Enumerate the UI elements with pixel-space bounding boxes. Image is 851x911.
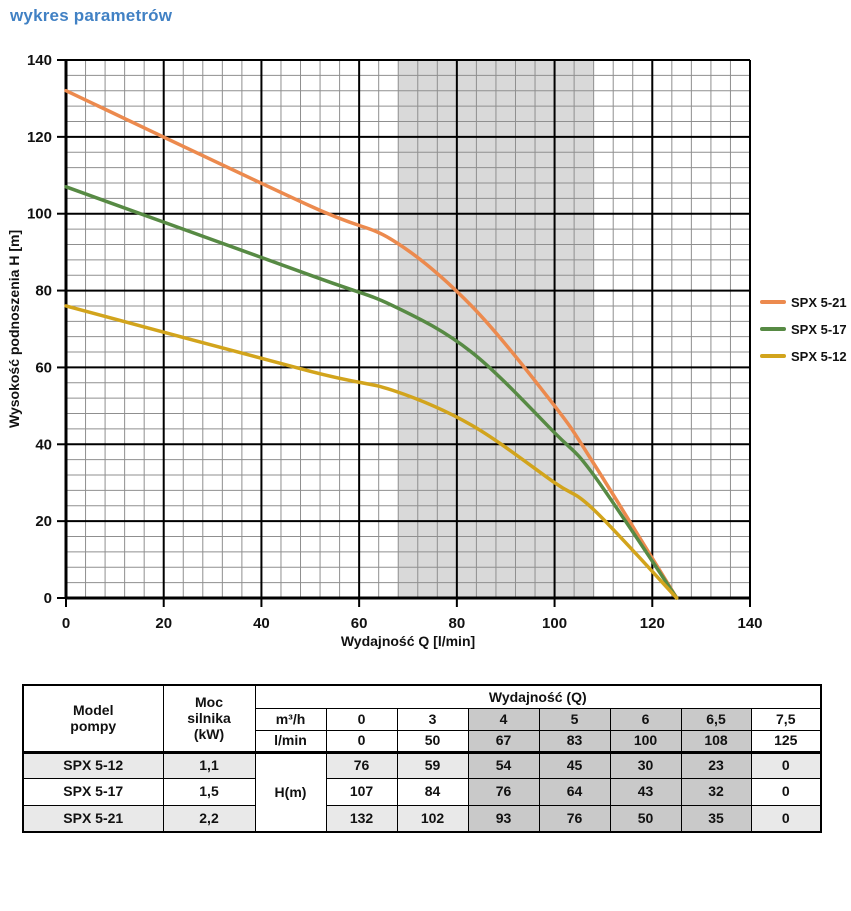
x-axis-label: Wydajność Q [l/min] [340,633,476,649]
h-value-cell: 93 [467,804,540,833]
h-value-cell: 23 [680,750,752,779]
h-value-cell: 132 [325,804,398,833]
svg-text:40: 40 [253,615,270,632]
pump-curves-chart: 0 20 40 60 80 100 120 140 0 20 40 60 80 100 120 140 [27,52,763,632]
h-value-cell: 59 [396,750,469,779]
legend-line-swatch-green [760,327,786,331]
lmin-value-cell: 100 [609,729,682,753]
svg-text:120: 120 [27,129,52,146]
page-title: wykres parametrów [10,6,173,25]
legend-label: SPX 5-12 [791,348,847,364]
col-header-power: Moc silnika (kW) [162,684,256,753]
h-value-cell: 76 [467,777,540,806]
unit-label-lmin: l/min [254,729,327,753]
h-value-cell: 76 [538,804,611,833]
svg-text:0: 0 [62,615,70,632]
model-cell: SPX 5-17 [22,777,164,806]
h-value-cell: 54 [467,750,540,779]
h-value-cell: 0 [750,750,822,779]
svg-text:60: 60 [35,359,52,376]
svg-text:0: 0 [44,590,52,607]
h-value-cell: 43 [609,777,682,806]
y-axis-label: Wysokość podnoszenia H [m] [6,229,22,429]
m3h-value-cell: 0 [325,707,398,731]
m3h-value-cell: 6 [609,707,682,731]
lmin-value-cell: 125 [750,729,822,753]
h-value-cell: 0 [750,777,822,806]
m3h-value-cell: 5 [538,707,611,731]
params-table: Model pompy Moc silnika (kW) Wydajność (… [22,684,823,833]
h-value-cell: 84 [396,777,469,806]
h-value-cell: 0 [750,804,822,833]
svg-text:140: 140 [27,52,52,69]
svg-text:60: 60 [351,615,368,632]
chart-legend: SPX 5-21 SPX 5-17 SPX 5-12 [760,293,847,365]
svg-text:80: 80 [449,615,466,632]
legend-label: SPX 5-21 [791,294,847,310]
lmin-value-cell: 67 [467,729,540,753]
power-cell: 2,2 [162,804,256,833]
svg-text:120: 120 [640,615,665,632]
h-value-cell: 102 [396,804,469,833]
h-value-cell: 45 [538,750,611,779]
h-value-cell: 76 [325,750,398,779]
svg-text:80: 80 [35,283,52,300]
legend-item-spx-5-17: SPX 5-17 [760,320,847,338]
unit-label-m3h: m³/h [254,707,327,731]
col-header-model: Model pompy [22,684,164,753]
legend-line-swatch-yellow [760,354,786,358]
h-value-cell: 32 [680,777,752,806]
h-value-cell: 50 [609,804,682,833]
lmin-value-cell: 108 [680,729,752,753]
h-value-cell: 35 [680,804,752,833]
legend-item-spx-5-21: SPX 5-21 [760,293,847,311]
lmin-value-cell: 50 [396,729,469,753]
h-value-cell: 107 [325,777,398,806]
m3h-value-cell: 6,5 [680,707,752,731]
lmin-value-cell: 0 [325,729,398,753]
h-value-cell: 30 [609,750,682,779]
col-header-wydajnosc: Wydajność (Q) [254,684,822,709]
svg-text:20: 20 [155,615,172,632]
lmin-value-cell: 83 [538,729,611,753]
unit-label-hm: H(m) [254,750,327,833]
m3h-value-cell: 7,5 [750,707,822,731]
svg-text:40: 40 [35,436,52,453]
legend-label: SPX 5-17 [791,321,847,337]
svg-text:100: 100 [542,615,567,632]
power-cell: 1,5 [162,777,256,806]
svg-text:140: 140 [737,615,762,632]
m3h-value-cell: 3 [396,707,469,731]
power-cell: 1,1 [162,750,256,779]
svg-text:20: 20 [35,513,52,530]
legend-item-spx-5-12: SPX 5-12 [760,347,847,365]
h-value-cell: 64 [538,777,611,806]
svg-text:100: 100 [27,206,52,223]
legend-line-swatch-orange [760,300,786,304]
m3h-value-cell: 4 [467,707,540,731]
model-cell: SPX 5-21 [22,804,164,833]
model-cell: SPX 5-12 [22,750,164,779]
